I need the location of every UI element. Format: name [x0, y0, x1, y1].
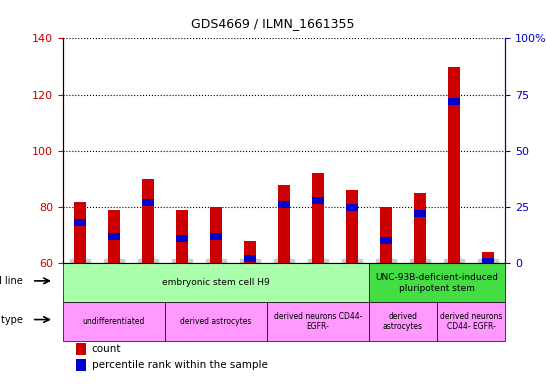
Text: cell type: cell type	[0, 314, 23, 324]
Bar	[482, 252, 494, 263]
Bar	[74, 202, 86, 263]
Bar	[369, 263, 505, 302]
Text: undifferentiated: undifferentiated	[82, 317, 145, 326]
Text: derived neurons CD44-
EGFR-: derived neurons CD44- EGFR-	[274, 312, 362, 331]
Text: GDS4669 / ILMN_1661355: GDS4669 / ILMN_1661355	[191, 17, 355, 30]
Bar	[414, 210, 426, 217]
Text: embryonic stem cell H9: embryonic stem cell H9	[162, 278, 270, 287]
Bar	[176, 235, 188, 242]
Bar	[210, 233, 222, 240]
Text: UNC-93B-deficient-induced
pluripotent stem: UNC-93B-deficient-induced pluripotent st…	[376, 273, 498, 293]
Bar	[437, 302, 505, 341]
Bar	[414, 193, 426, 263]
Bar	[108, 233, 120, 240]
Bar	[267, 302, 369, 341]
Text: derived neurons
CD44- EGFR-: derived neurons CD44- EGFR-	[440, 312, 502, 331]
Bar	[482, 258, 494, 265]
Bar	[448, 98, 460, 105]
Bar	[76, 343, 86, 355]
Bar	[448, 66, 460, 263]
Bar	[312, 174, 324, 263]
Text: derived
astrocytes: derived astrocytes	[383, 312, 423, 331]
Bar	[210, 207, 222, 263]
Bar	[76, 359, 86, 371]
Bar	[278, 202, 290, 209]
Bar	[346, 190, 358, 263]
Bar	[142, 199, 154, 206]
Bar	[244, 241, 256, 263]
Bar	[142, 179, 154, 263]
Bar	[369, 302, 437, 341]
Text: count: count	[92, 344, 121, 354]
Bar	[74, 219, 86, 227]
Bar	[63, 302, 165, 341]
Bar	[278, 185, 290, 263]
Bar	[165, 302, 267, 341]
Bar	[176, 210, 188, 263]
Bar	[312, 197, 324, 204]
Bar	[380, 207, 392, 263]
Text: derived astrocytes: derived astrocytes	[180, 317, 252, 326]
Text: percentile rank within the sample: percentile rank within the sample	[92, 360, 268, 370]
Text: cell line: cell line	[0, 276, 23, 286]
Bar	[380, 237, 392, 245]
Bar	[108, 210, 120, 263]
Bar	[63, 263, 369, 302]
Bar	[346, 204, 358, 211]
Bar	[244, 255, 256, 263]
